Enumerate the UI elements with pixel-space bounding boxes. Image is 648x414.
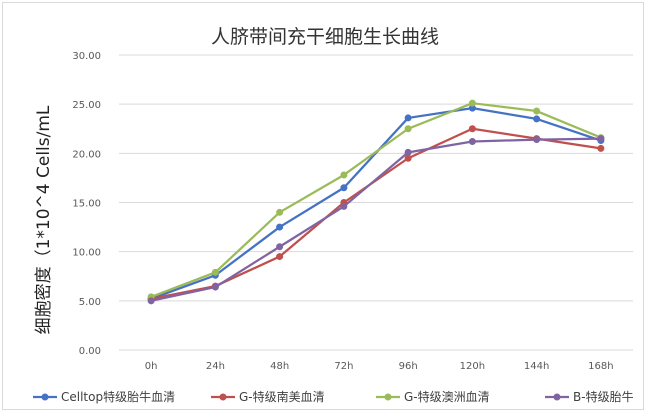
- legend-item: G-特级澳洲血清: [376, 389, 490, 404]
- y-tick-label: 5.00: [79, 297, 101, 308]
- data-point: [468, 99, 476, 107]
- data-point: [276, 223, 284, 231]
- data-point: [276, 243, 284, 251]
- x-tick-label: 144h: [524, 361, 549, 372]
- y-tick-label: 15.00: [72, 199, 101, 210]
- data-point: [533, 115, 541, 123]
- series-line: [150, 102, 602, 298]
- data-point: [533, 107, 541, 115]
- data-point: [276, 253, 284, 261]
- legend-swatch-marker: [219, 393, 227, 401]
- data-point: [147, 297, 155, 305]
- data-point: [597, 144, 605, 152]
- legend-item: Celltop特级胎牛血清: [33, 389, 175, 404]
- legend-label: G-特级澳洲血清: [404, 389, 490, 404]
- y-tick-label: 0.00: [79, 346, 101, 357]
- x-tick-label: 72h: [334, 361, 353, 372]
- data-point: [468, 125, 476, 133]
- y-tick-label: 25.00: [72, 100, 101, 111]
- y-tick-label: 20.00: [72, 149, 101, 160]
- legend-swatch-marker: [41, 393, 49, 401]
- data-point: [404, 114, 412, 122]
- line-chart: 人脐带间充干细胞生长曲线 0.00 5.00 10.00 15.00 20.00 25.0…: [33, 26, 634, 404]
- data-point: [276, 208, 284, 216]
- x-tick-label: 120h: [460, 361, 485, 372]
- legend-label: Celltop特级胎牛血清: [61, 389, 175, 404]
- legend-item: G-特级南美血清: [211, 389, 325, 404]
- data-point: [340, 171, 348, 179]
- y-tick-label: 10.00: [72, 248, 101, 259]
- legend-swatch-marker: [384, 393, 392, 401]
- x-tick-label: 0h: [145, 361, 158, 372]
- series-layer: [147, 99, 605, 305]
- legend-swatch-marker: [553, 393, 561, 401]
- data-point: [340, 202, 348, 210]
- x-tick-label: 48h: [270, 361, 289, 372]
- data-point: [468, 104, 476, 112]
- data-point: [468, 138, 476, 146]
- legend-label: G-特级南美血清: [239, 389, 325, 404]
- legend: Celltop特级胎牛血清 G-特级南美血清 G-特级澳洲血清 B-特级胎牛: [33, 389, 634, 404]
- legend-label: B-特级胎牛: [573, 389, 634, 404]
- y-tick-label: 30.00: [72, 51, 101, 62]
- x-tick-label: 168h: [588, 361, 613, 372]
- data-point: [404, 125, 412, 133]
- data-point: [340, 184, 348, 192]
- chart-frame: 人脐带间充干细胞生长曲线 0.00 5.00 10.00 15.00 20.00 25.0…: [2, 2, 644, 410]
- data-point: [211, 283, 219, 291]
- data-point: [597, 135, 605, 143]
- series-3: [147, 99, 605, 301]
- data-point: [533, 136, 541, 144]
- data-point: [404, 154, 412, 162]
- data-point: [211, 268, 219, 276]
- x-tick-label: 24h: [206, 361, 225, 372]
- series-line: [150, 137, 601, 302]
- legend-item: B-特级胎牛: [545, 389, 634, 404]
- chart-title: 人脐带间充干细胞生长曲线: [211, 26, 439, 48]
- y-tick-labels: 0.00 5.00 10.00 15.00 20.00 25.00 30.00: [72, 51, 101, 357]
- grid-layer: [119, 54, 633, 351]
- y-axis-title: 细胞密度（1*10^4 Cells/mL: [34, 105, 54, 334]
- x-tick-label: 96h: [399, 361, 418, 372]
- series-4: [147, 135, 605, 305]
- data-point: [404, 148, 412, 156]
- x-tick-labels: 0h 24h 48h 72h 96h 120h 144h 168h: [145, 361, 614, 372]
